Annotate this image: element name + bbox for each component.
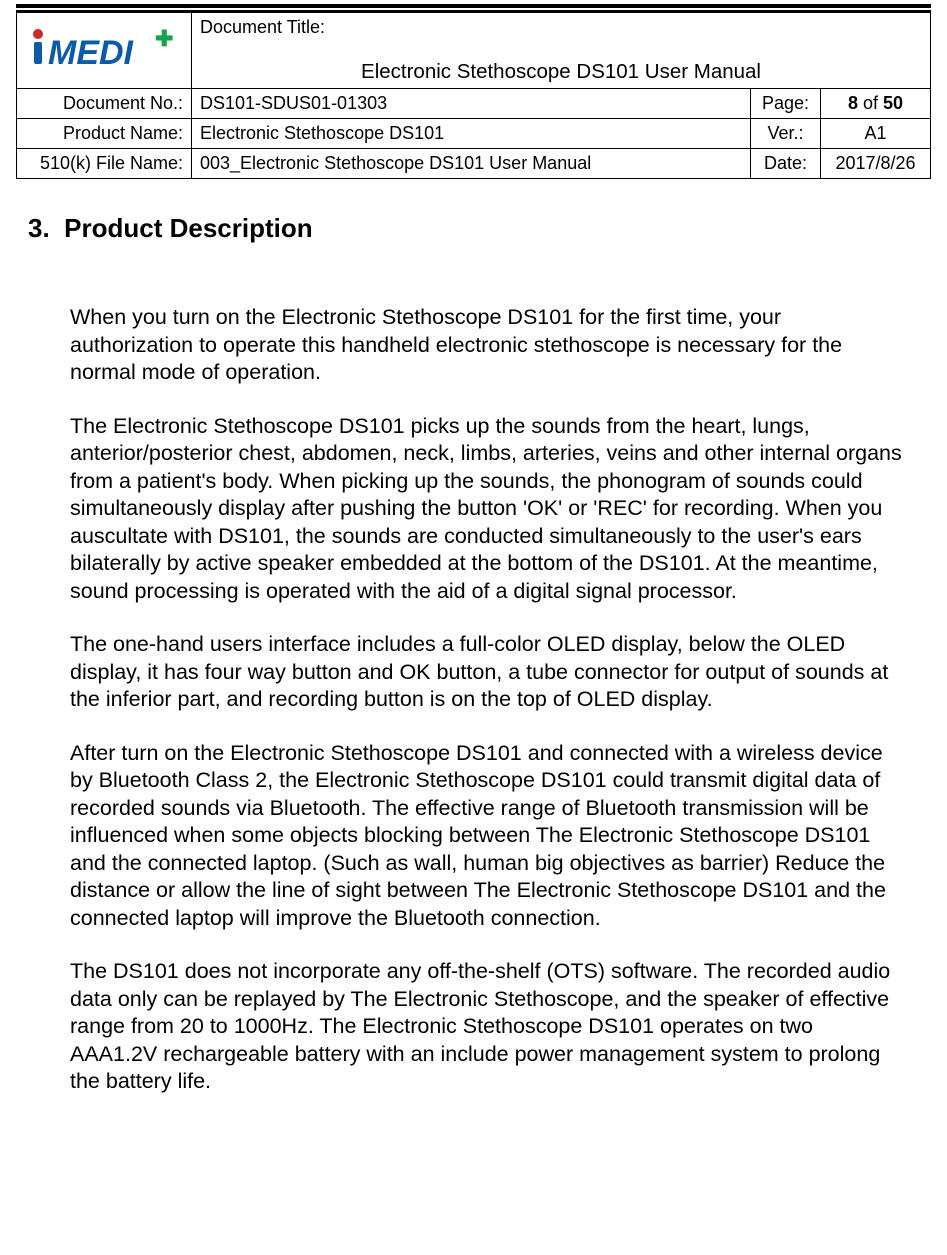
svg-text:MEDI: MEDI [48, 34, 135, 72]
document-title-cell: Document Title: Electronic Stethoscope D… [192, 13, 931, 89]
header-table: MEDI ✚ Document Title: Electronic Stetho… [16, 12, 931, 179]
value-page: 8 of 50 [820, 89, 930, 119]
document-page: MEDI ✚ Document Title: Electronic Stetho… [0, 4, 947, 1152]
label-date: Date: [750, 149, 820, 179]
paragraph: After turn on the Electronic Stethoscope… [70, 740, 903, 933]
imedi-logo-icon: MEDI ✚ [24, 22, 184, 79]
section-number: 3. [28, 213, 50, 243]
top-rule [16, 4, 931, 12]
value-date: 2017/8/26 [820, 149, 930, 179]
header-row-product: Product Name: Electronic Stethoscope DS1… [17, 119, 931, 149]
value-510k-filename: 003_Electronic Stethoscope DS101 User Ma… [192, 149, 751, 179]
page-total: 50 [883, 93, 903, 113]
paragraph: The Electronic Stethoscope DS101 picks u… [70, 413, 903, 606]
header-row-docno: Document No.: DS101-SDUS01-01303 Page: 8… [17, 89, 931, 119]
paragraph: The one-hand users interface includes a … [70, 631, 903, 714]
svg-text:✚: ✚ [155, 26, 173, 51]
document-title-value: Electronic Stethoscope DS101 User Manual [200, 60, 922, 84]
header-row-filename: 510(k) File Name: 003_Electronic Stethos… [17, 149, 931, 179]
value-product-name: Electronic Stethoscope DS101 [192, 119, 751, 149]
page-of: of [858, 93, 883, 113]
label-version: Ver.: [750, 119, 820, 149]
value-document-no: DS101-SDUS01-01303 [192, 89, 751, 119]
paragraph: The DS101 does not incorporate any off-t… [70, 958, 903, 1096]
section-heading: 3. Product Description [28, 213, 931, 244]
body-text: When you turn on the Electronic Stethosc… [70, 304, 903, 1096]
label-510k-filename: 510(k) File Name: [17, 149, 192, 179]
label-document-no: Document No.: [17, 89, 192, 119]
section-title: Product Description [64, 213, 312, 243]
page-current: 8 [848, 93, 858, 113]
label-page: Page: [750, 89, 820, 119]
paragraph: When you turn on the Electronic Stethosc… [70, 304, 903, 387]
logo-cell: MEDI ✚ [17, 13, 192, 89]
value-version: A1 [820, 119, 930, 149]
document-title-label: Document Title: [200, 17, 922, 38]
label-product-name: Product Name: [17, 119, 192, 149]
header-title-row: MEDI ✚ Document Title: Electronic Stetho… [17, 13, 931, 89]
